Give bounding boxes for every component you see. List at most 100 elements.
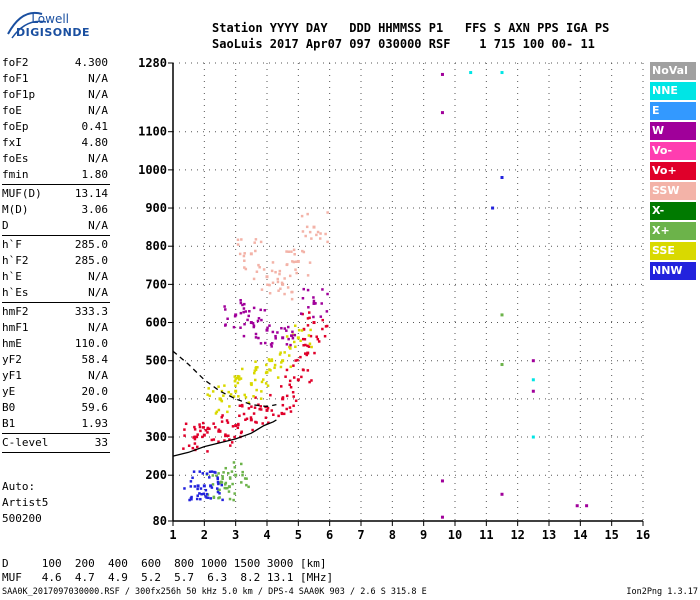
data-point: [243, 252, 246, 255]
data-point: [308, 316, 311, 320]
data-point: [253, 371, 256, 375]
data-point: [290, 334, 294, 337]
data-point: [306, 344, 309, 348]
param-row: D N/A: [2, 218, 108, 234]
data-point: [319, 315, 323, 318]
data-point: [220, 420, 224, 423]
data-point: [253, 241, 256, 244]
data-point: [238, 404, 242, 407]
data-point: [199, 497, 202, 501]
data-point: [209, 497, 213, 500]
y-tick-label: 400: [145, 392, 167, 406]
data-point: [206, 393, 209, 396]
data-point: [209, 484, 213, 488]
data-point: [248, 309, 251, 313]
data-point: [307, 345, 311, 348]
data-point: [294, 399, 298, 403]
data-point: [257, 317, 261, 320]
data-point: [234, 389, 238, 393]
data-point: [285, 343, 289, 346]
data-point: [241, 473, 244, 477]
data-point: [211, 390, 215, 393]
data-point: [211, 483, 215, 486]
data-point: [251, 321, 255, 325]
data-point: [243, 266, 246, 269]
data-point: [531, 389, 535, 393]
param-row: MUF(D) 13.14: [2, 186, 108, 202]
param-row: C-level 33: [2, 435, 108, 451]
param-row: B0 59.6: [2, 400, 108, 416]
data-point: [210, 438, 214, 442]
data-point: [247, 485, 250, 489]
data-point: [224, 308, 227, 311]
param-name: h`E: [2, 270, 22, 283]
data-point: [289, 343, 292, 347]
data-point: [206, 431, 209, 434]
data-point: [279, 385, 283, 388]
data-point: [227, 390, 230, 394]
data-point: [302, 368, 305, 372]
data-point: [297, 328, 301, 332]
param-name: foF1p: [2, 88, 36, 101]
data-point: [321, 288, 324, 291]
legend-item: X-: [650, 202, 696, 220]
header-values: SaoLuis 2017 Apr07 097 030000 RSF 1 715 …: [212, 37, 595, 51]
param-row: foEp 0.41: [2, 119, 108, 135]
data-point: [285, 394, 289, 398]
data-point: [202, 484, 206, 488]
artist-version: Artist5: [2, 496, 49, 509]
data-point: [216, 480, 220, 484]
data-point: [326, 240, 329, 244]
data-point: [244, 310, 248, 313]
data-point: [267, 421, 270, 424]
data-point: [196, 487, 199, 491]
data-point: [276, 331, 279, 334]
data-point: [234, 378, 237, 381]
data-point: [237, 423, 240, 427]
data-point: [273, 363, 277, 367]
param-value: 3.06: [81, 203, 109, 216]
data-point: [294, 268, 297, 271]
footer-file-info: SAA0K_2017097030000.RSF / 300fx256h 50 k…: [2, 587, 427, 597]
param-value: 58.4: [81, 353, 109, 366]
data-point: [238, 252, 242, 256]
y-tick-label: 800: [145, 239, 167, 253]
data-point: [500, 363, 504, 367]
data-point: [270, 342, 274, 345]
data-point: [182, 447, 185, 450]
data-point: [258, 407, 261, 411]
data-point: [280, 412, 284, 416]
param-value: 20.0: [81, 385, 109, 398]
data-point: [222, 394, 225, 397]
data-point: [266, 283, 269, 286]
data-point: [308, 342, 312, 346]
logo-line1: Lowell: [31, 12, 69, 26]
data-point: [192, 470, 196, 473]
data-point: [192, 436, 195, 439]
data-point: [242, 307, 246, 310]
data-point: [208, 394, 211, 398]
data-point: [240, 481, 243, 484]
data-point: [193, 435, 197, 439]
x-tick-label: 8: [389, 528, 396, 542]
muf-distance-table: D 100 200 400 600 800 1000 1500 3000 [km…: [2, 557, 333, 585]
data-point: [217, 428, 221, 431]
muf-table-distances: D 100 200 400 600 800 1000 1500 3000 [km…: [2, 557, 327, 570]
x-tick-label: 7: [357, 528, 364, 542]
data-point: [259, 240, 263, 244]
data-point: [255, 270, 259, 273]
data-point: [223, 439, 226, 442]
data-point: [500, 492, 504, 496]
data-point: [312, 301, 316, 305]
param-value: 285.0: [74, 238, 108, 251]
data-point: [491, 206, 495, 210]
data-point: [263, 309, 267, 312]
data-point: [201, 421, 205, 425]
data-point: [270, 409, 274, 412]
data-point: [184, 422, 188, 426]
data-point: [234, 313, 238, 317]
data-point: [324, 232, 327, 236]
param-row: fxI 4.80: [2, 135, 108, 151]
data-point: [243, 393, 246, 397]
data-point: [190, 497, 193, 501]
